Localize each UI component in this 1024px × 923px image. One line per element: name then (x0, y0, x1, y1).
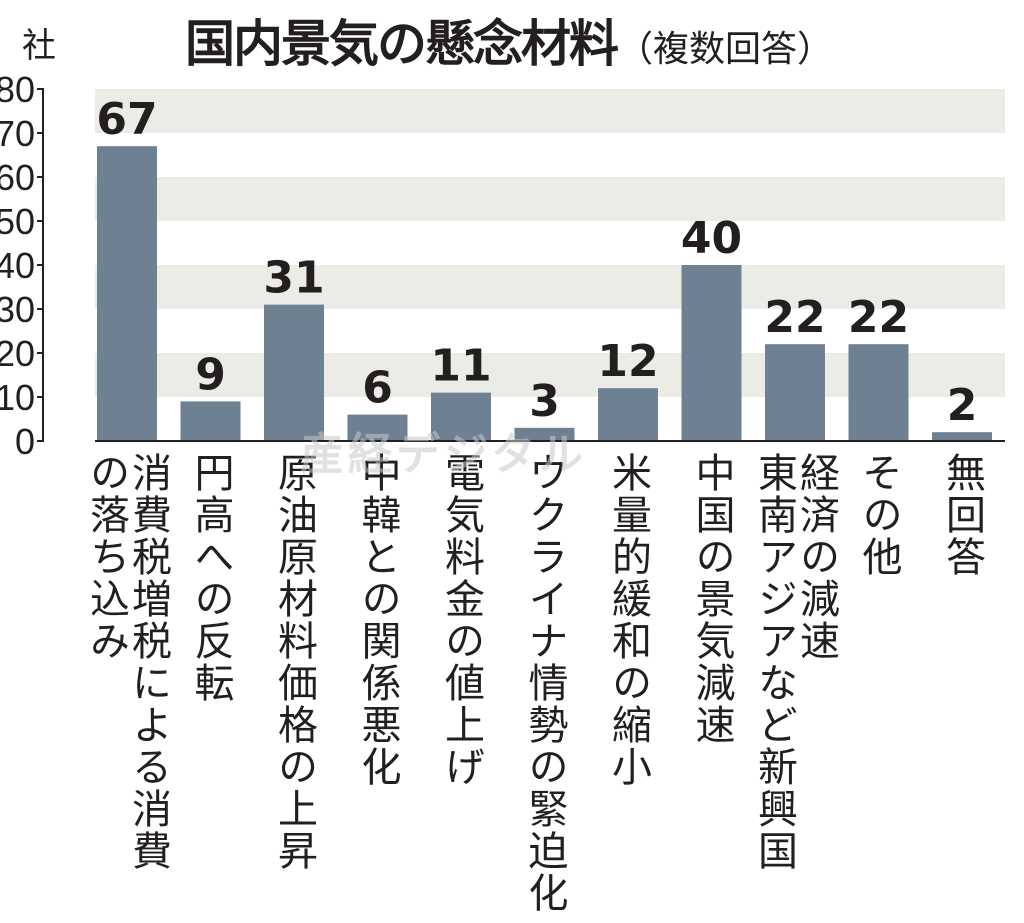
bar (514, 427, 575, 441)
y-tick-label: 70 (0, 113, 35, 154)
category-label: 経済の減速 東南アジアなど新興国 (751, 452, 839, 872)
category-label: 無回答 (939, 452, 985, 578)
grid-band (95, 177, 1005, 221)
data-label: 11 (430, 341, 491, 392)
chart-subtitle: （複数回答） (617, 29, 834, 70)
y-tick-label: 80 (0, 69, 35, 110)
category-label: 中国の景気減速 (688, 452, 735, 746)
y-tick-label: 50 (0, 201, 35, 242)
category-label: 円高への反転 (187, 452, 234, 704)
data-label: 40 (681, 213, 742, 264)
data-label: 12 (597, 336, 658, 387)
y-tick-label: 60 (0, 157, 35, 198)
data-label: 22 (764, 292, 825, 343)
watermark: 産経デジタル (300, 429, 588, 480)
bar (264, 304, 324, 441)
data-label: 22 (848, 292, 909, 343)
category-label: 消費税増税による消費 の落ち込み (83, 452, 171, 872)
bar (932, 432, 992, 441)
data-label: 6 (362, 363, 393, 414)
category-label: ウクライナ情勢の緊迫化 (521, 452, 568, 914)
category-label: その他 (855, 452, 902, 578)
title-text: 国内景気の懸念材料 (185, 15, 619, 73)
grid-band (95, 89, 1005, 133)
data-label: 9 (195, 349, 226, 400)
y-tick-label: 20 (0, 333, 35, 374)
y-tick-label: 0 (15, 421, 35, 462)
category-label: 米量的緩和の縮小 (605, 452, 651, 788)
y-axis-unit: 社 (22, 26, 56, 66)
data-label: 2 (947, 380, 978, 431)
y-tick-label: 40 (0, 245, 35, 286)
data-label: 67 (96, 94, 157, 145)
category-label: 電気料金の値上げ (438, 452, 484, 788)
category-label: 原油原材料価格の上昇 (271, 452, 317, 872)
bar (681, 265, 742, 441)
bar (848, 344, 909, 441)
chart-title: 国内景気の懸念材料（複数回答） (185, 4, 833, 76)
bar (598, 388, 658, 441)
bar (180, 401, 241, 441)
y-tick-label: 30 (0, 289, 35, 330)
bar (765, 344, 825, 441)
bar (97, 146, 157, 441)
y-tick-label: 10 (0, 377, 35, 418)
grid-band (95, 265, 1005, 309)
bar (347, 414, 408, 441)
data-label: 3 (529, 376, 560, 427)
bar (431, 392, 491, 441)
category-label: 中韓との関係悪化 (354, 452, 401, 788)
data-label: 31 (263, 253, 324, 304)
